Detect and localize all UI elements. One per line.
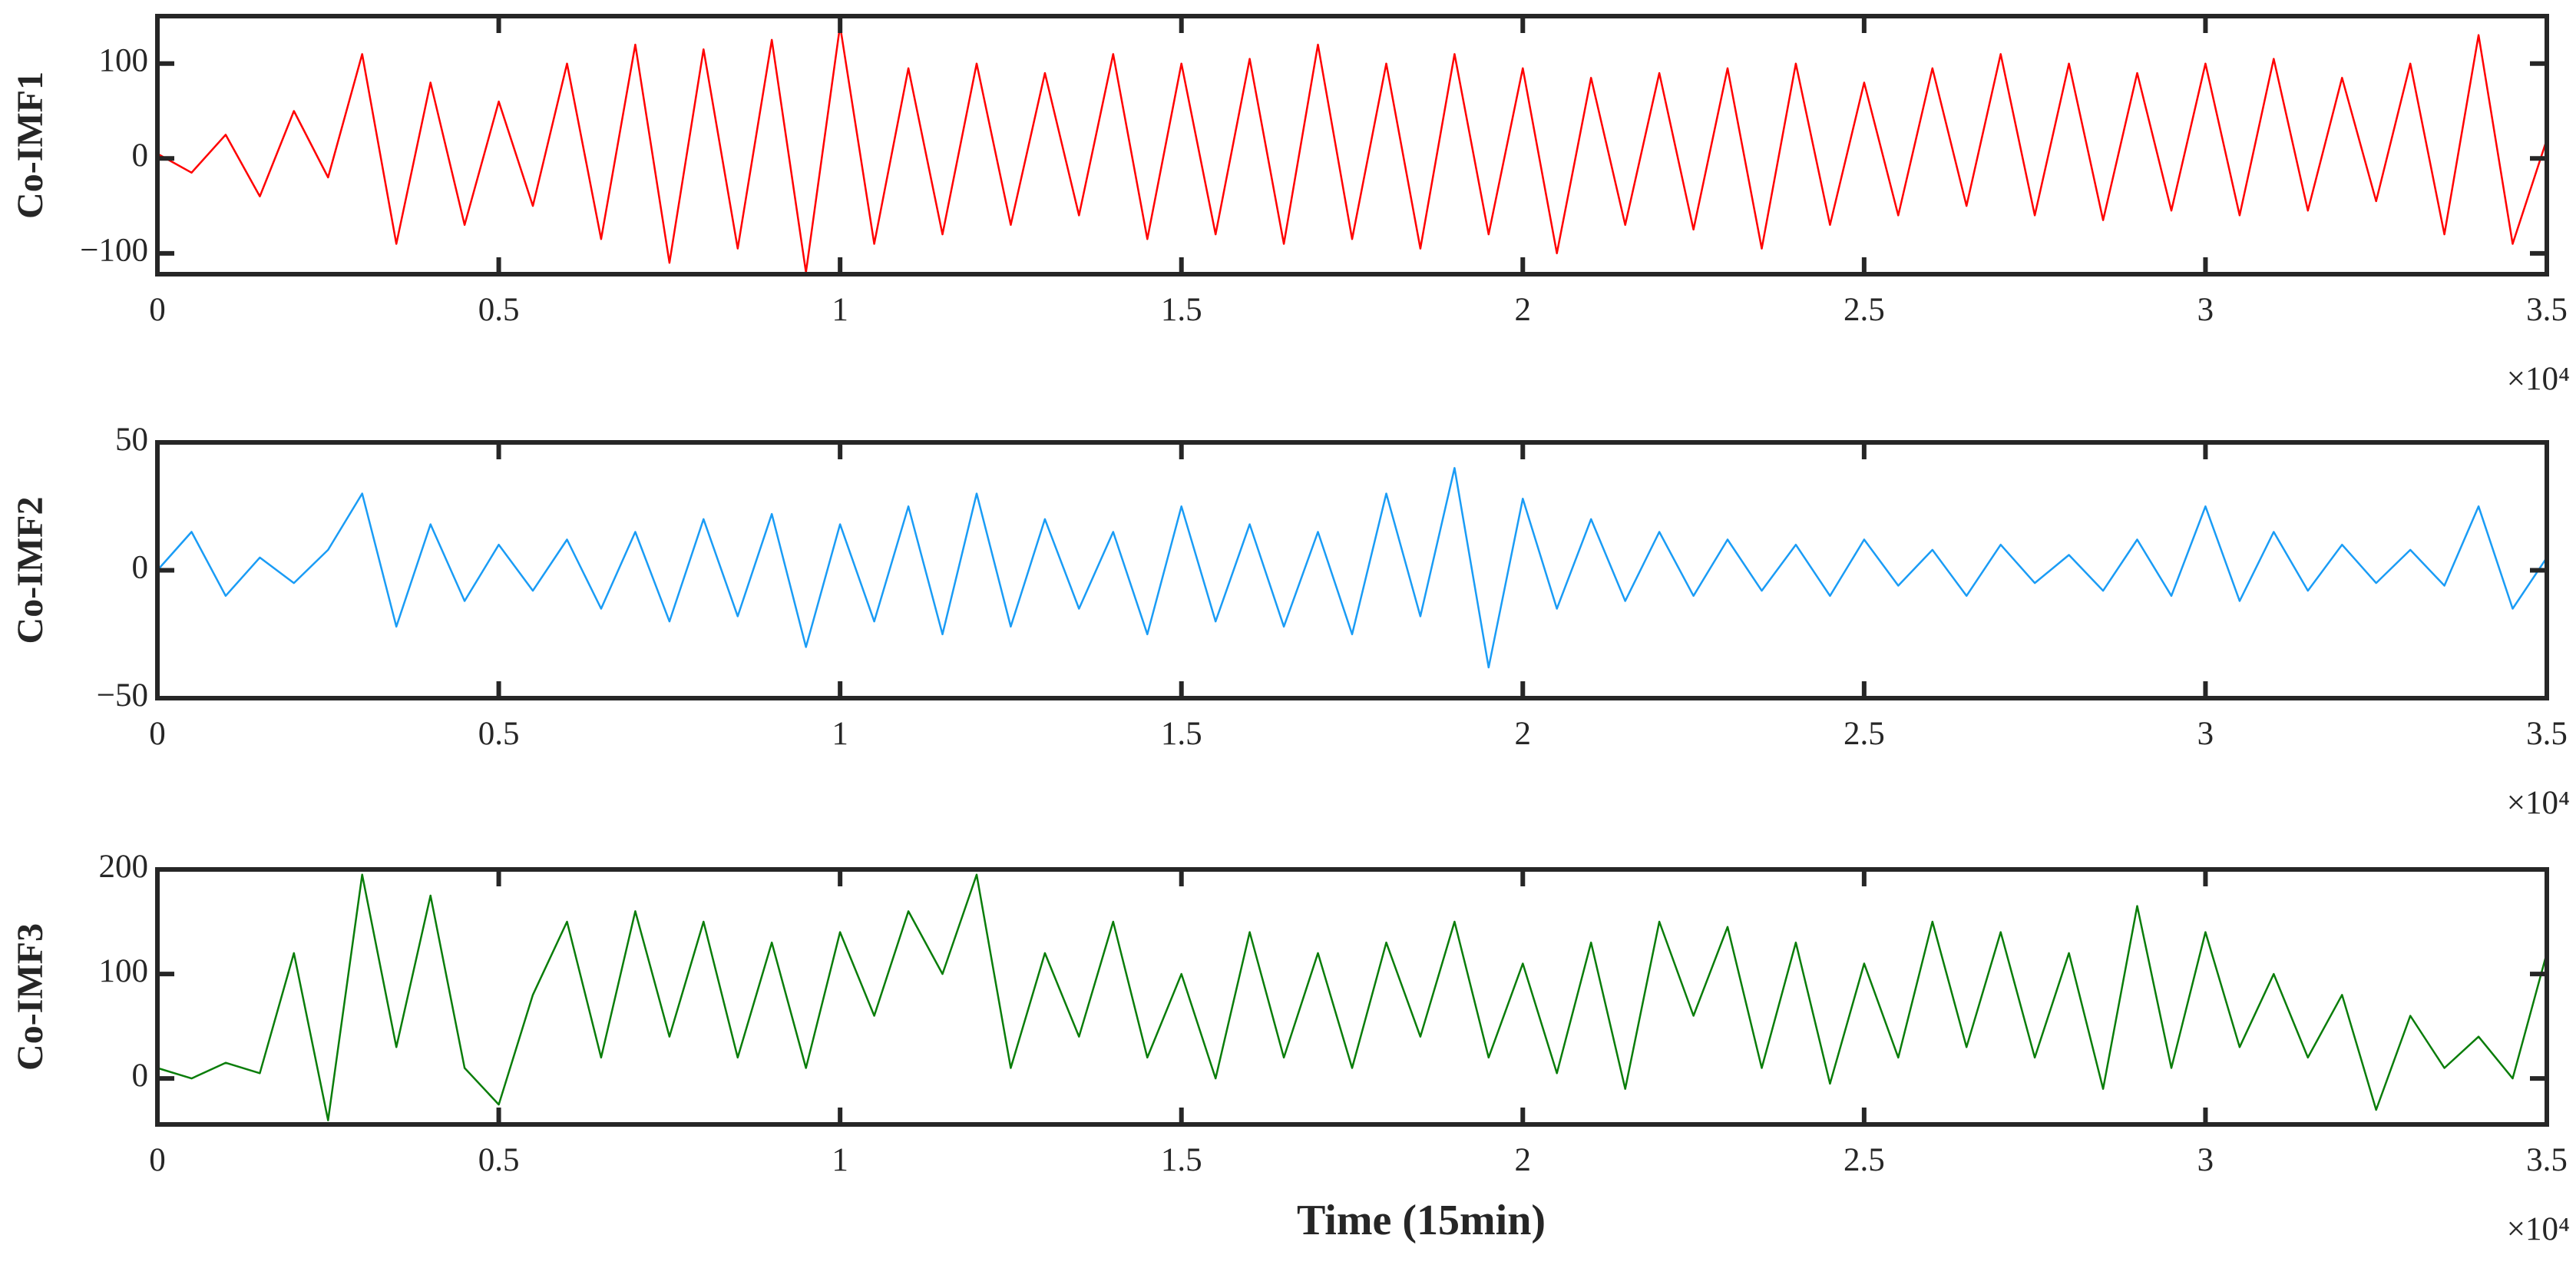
axes-frame xyxy=(155,440,2549,700)
x-tick-label: 1 xyxy=(832,1142,848,1178)
x-tick-label: 3.5 xyxy=(2526,1142,2568,1178)
y-tick-label: 50 xyxy=(115,422,148,458)
x-tick-label: 3 xyxy=(2197,716,2214,752)
x-tick-label: 3 xyxy=(2197,292,2214,328)
x-tick-label: 1.5 xyxy=(1161,292,1202,328)
y-tick-label: 0 xyxy=(132,1058,149,1094)
y-tick-label: 100 xyxy=(99,953,149,989)
x-tick-label: 3.5 xyxy=(2526,292,2568,328)
y-tick-label: 100 xyxy=(99,43,149,79)
axes-frame xyxy=(155,14,2549,277)
x-tick-label: 0 xyxy=(149,716,166,752)
x-tick-label: 2.5 xyxy=(1844,1142,1885,1178)
series-line xyxy=(157,467,2548,669)
x-tick-label: 2.5 xyxy=(1844,292,1885,328)
x-tick-label: 1 xyxy=(832,716,848,752)
axes-frame xyxy=(155,867,2549,1127)
y-axis-label: Co-IMF1 xyxy=(10,71,51,219)
x-axis-label: Time (15min) xyxy=(1297,1197,1546,1244)
x-tick-label: 2 xyxy=(1515,1142,1532,1178)
x-tick-label: 1 xyxy=(832,292,848,328)
x-tick-label: 2 xyxy=(1515,716,1532,752)
x-tick-label: 3 xyxy=(2197,1142,2214,1178)
x-tick-label: 2.5 xyxy=(1844,716,1885,752)
y-axis-label: Co-IMF3 xyxy=(10,923,51,1071)
x-tick-label: 1.5 xyxy=(1161,716,1202,752)
y-tick-label: 200 xyxy=(99,849,149,885)
x-tick-label: 2 xyxy=(1515,292,1532,328)
x-tick-label: 0 xyxy=(149,1142,166,1178)
x-tick-label: 0 xyxy=(149,292,166,328)
y-tick-label: −100 xyxy=(80,233,148,269)
series-line xyxy=(157,873,2548,1121)
x-tick-label: 1.5 xyxy=(1161,1142,1202,1178)
x-multiplier: ×10⁴ xyxy=(2507,361,2570,397)
y-tick-label: 0 xyxy=(132,549,149,585)
x-tick-label: 0.5 xyxy=(478,716,520,752)
y-tick-label: −50 xyxy=(97,677,148,714)
y-tick-label: 0 xyxy=(132,137,149,174)
x-multiplier: ×10⁴ xyxy=(2507,1211,2570,1247)
y-axis-label: Co-IMF2 xyxy=(10,497,51,644)
x-tick-label: 0.5 xyxy=(478,1142,520,1178)
x-tick-label: 3.5 xyxy=(2526,716,2568,752)
series-line xyxy=(157,25,2548,273)
x-tick-label: 0.5 xyxy=(478,292,520,328)
x-multiplier: ×10⁴ xyxy=(2507,785,2570,821)
